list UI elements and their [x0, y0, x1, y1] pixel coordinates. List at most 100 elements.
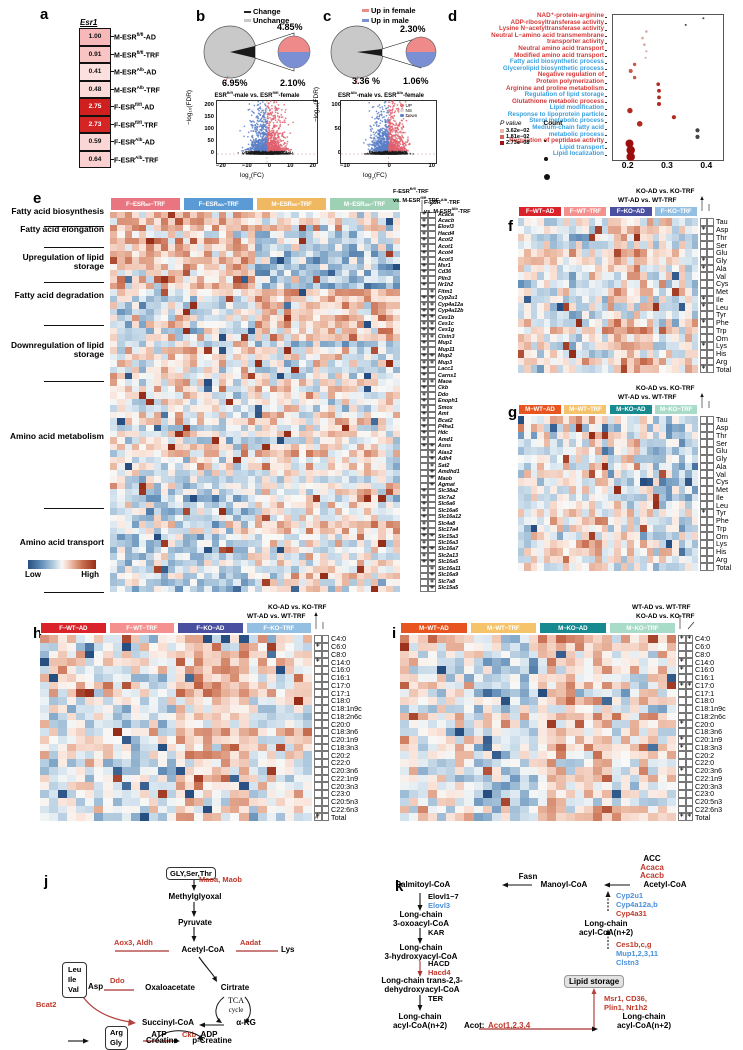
heatmap-cell: [203, 751, 212, 759]
heatmap-cell: [556, 635, 565, 643]
heatmap-cell: [122, 682, 131, 690]
heatmap-cell: [249, 666, 258, 674]
heatmap-cell: [230, 790, 239, 798]
heatmap-cell: [692, 218, 698, 226]
heatmap-cell: [149, 782, 158, 790]
heatmap-cell: [49, 651, 58, 659]
heatmap-cell: [67, 674, 76, 682]
heatmap-cell: [303, 782, 312, 790]
heatmap-cell: [276, 666, 285, 674]
heatmap-cell: [167, 713, 176, 721]
heatmap-cell: [285, 744, 294, 752]
heatmap-cell: [122, 767, 131, 775]
heatmap-cell: [158, 728, 167, 736]
go-term-tick: [605, 43, 608, 44]
panel-g-annot-top1: KO-AD vs. KO-TRF: [636, 385, 695, 392]
heatmap-cell: [176, 651, 185, 659]
heatmap-cell: [49, 689, 58, 697]
heatmap-cell: [400, 658, 409, 666]
heatmap-cell: [667, 666, 676, 674]
heatmap-cell: [203, 666, 212, 674]
heatmap-cell: [276, 674, 285, 682]
heatmap-cell: [294, 643, 303, 651]
heatmap-cell: [76, 798, 85, 806]
heatmap-cell: [437, 635, 446, 643]
heatmap-cell: [230, 782, 239, 790]
heatmap-cell: [692, 501, 698, 509]
heatmap-cell: [49, 751, 58, 759]
heatmap-cell: [67, 751, 76, 759]
heatmap-cell: [67, 720, 76, 728]
heatmap-cell: [658, 635, 667, 643]
heatmap-cell: [221, 775, 230, 783]
heatmap-cell: [529, 658, 538, 666]
heatmap-cell: [276, 775, 285, 783]
significance-marker: [700, 540, 707, 548]
significance-marker: [707, 358, 714, 366]
significance-marker: [700, 272, 707, 280]
heatmap-cell: [76, 790, 85, 798]
heatmap-cell: [464, 682, 473, 690]
heatmap-cell: [428, 635, 437, 643]
heatmap-cell: [58, 666, 67, 674]
heatmap-cell: [258, 674, 267, 682]
heatmap-cell: [692, 439, 698, 447]
go-term-tick: [605, 135, 608, 136]
heatmap-cell: [692, 272, 698, 280]
significance-marker: [700, 311, 707, 319]
heatmap-cell: [529, 643, 538, 651]
heatmap-cell: [566, 643, 575, 651]
significance-marker: [707, 548, 714, 556]
significance-marker: [700, 470, 707, 478]
significance-marker: [322, 674, 330, 682]
count-dot-md: [544, 157, 548, 161]
legend-swatch-unchange: [244, 19, 251, 22]
heatmap-cell: [230, 736, 239, 744]
heatmap-cell: [648, 658, 657, 666]
heatmap-cell: [122, 751, 131, 759]
heatmap-cell: [335, 586, 342, 592]
heatmap-cell: [294, 751, 303, 759]
heatmap-cell: [285, 682, 294, 690]
go-term-tick: [605, 50, 608, 51]
heatmap-cell: [149, 798, 158, 806]
heatmap-cell: [113, 658, 122, 666]
heatmap-cell: [501, 643, 510, 651]
heatmap-cell: [122, 736, 131, 744]
heatmap-cell: [510, 682, 519, 690]
heatmap-cell: [294, 744, 303, 752]
heatmap-cell: [203, 736, 212, 744]
heatmap-cell: [602, 651, 611, 659]
heatmap-cell: [94, 806, 103, 814]
heatmap-cell: [692, 265, 698, 273]
go-axis-tick: 0.2: [620, 160, 636, 170]
heatmap-cell: [149, 674, 158, 682]
significance-marker: [707, 249, 714, 257]
heatmap-cell: [221, 736, 230, 744]
pathway-category-label: Downregulation of lipid storage: [0, 341, 104, 359]
heatmap-cell: [239, 697, 248, 705]
heatmap-cell: [285, 705, 294, 713]
heatmap-cell: [692, 416, 698, 424]
heatmap-cell: [230, 697, 239, 705]
heatmap-cell: [239, 720, 248, 728]
heatmap-cell: [258, 767, 267, 775]
heatmap-cell: [303, 682, 312, 690]
heatmap-cell: [437, 643, 446, 651]
heatmap-cell: [203, 682, 212, 690]
heatmap-cell: [85, 813, 94, 821]
heatmap-cell: [221, 720, 230, 728]
heatmap-cell: [40, 635, 49, 643]
heatmap-cell: [103, 674, 112, 682]
heatmap-cell: [547, 651, 556, 659]
esr1-value-cell: 0.48: [79, 81, 111, 99]
heatmap-cell: [501, 666, 510, 674]
heatmap-cell: [602, 643, 611, 651]
heatmap-cell: [176, 751, 185, 759]
heatmap-cell: [185, 720, 194, 728]
heatmap-cell: [455, 635, 464, 643]
heatmap-cell: [158, 635, 167, 643]
heatmap-cell: [667, 658, 676, 666]
heatmap-cell: [483, 666, 492, 674]
